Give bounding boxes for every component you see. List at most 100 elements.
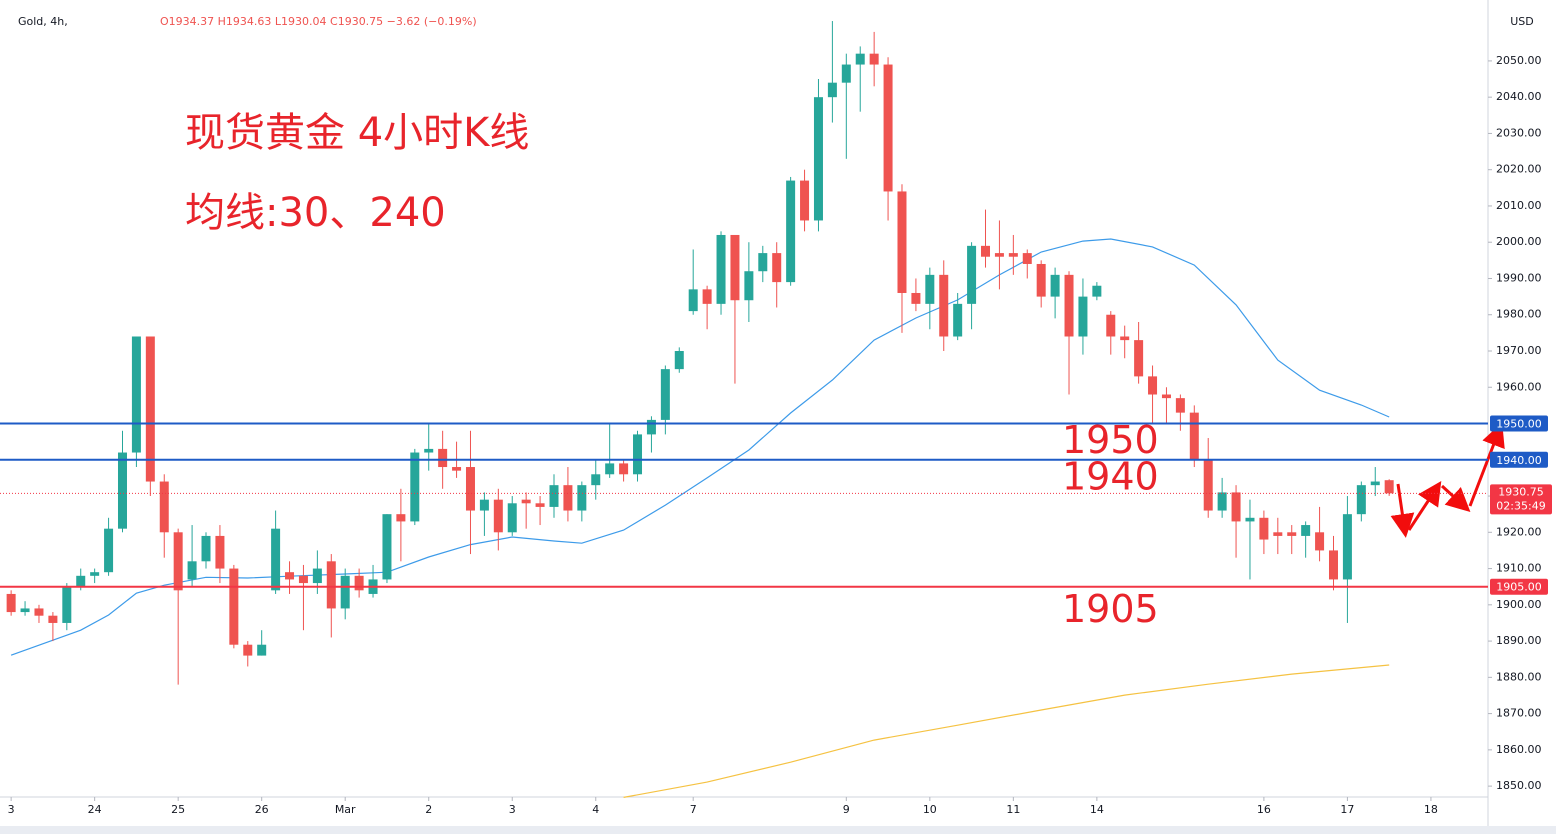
candle-body xyxy=(1245,517,1255,522)
candle-body xyxy=(1008,253,1018,257)
candle-body xyxy=(702,289,712,304)
candle-body xyxy=(535,503,545,507)
x-tick-label: 14 xyxy=(1090,803,1104,816)
candle-body xyxy=(1134,340,1144,377)
y-tick-label: 1850.00 xyxy=(1496,779,1542,792)
arrow xyxy=(1440,484,1471,513)
currency[interactable]: USD xyxy=(1510,15,1534,28)
candle-body xyxy=(1064,274,1074,337)
candle-body xyxy=(76,575,86,587)
candle-body xyxy=(1120,336,1130,341)
x-tick-label: 25 xyxy=(171,803,185,816)
candle-body xyxy=(354,575,364,591)
candle-body xyxy=(1231,492,1241,522)
y-tick-label: 1970.00 xyxy=(1496,344,1542,357)
y-tick-label: 1910.00 xyxy=(1496,562,1542,575)
moving-average xyxy=(623,664,1390,798)
x-tick-label: 24 xyxy=(88,803,102,816)
y-tick-label: 1890.00 xyxy=(1496,634,1542,647)
candle-body xyxy=(619,463,629,475)
candle-body xyxy=(1384,480,1394,494)
candle-body xyxy=(34,608,44,616)
candle-body xyxy=(827,82,837,98)
candle-body xyxy=(1315,532,1325,551)
candle-body xyxy=(1050,274,1060,297)
candle-body xyxy=(730,234,740,301)
price-badge xyxy=(1490,484,1552,515)
candle-body xyxy=(883,64,893,192)
y-tick-label: 2020.00 xyxy=(1496,163,1542,176)
candle-body xyxy=(605,463,615,475)
candle-body xyxy=(1370,481,1380,486)
candle-body xyxy=(967,245,977,304)
candle-body xyxy=(841,64,851,83)
candle-body xyxy=(1189,412,1199,460)
candle-body xyxy=(6,593,16,613)
x-tick-label: 10 xyxy=(923,803,937,816)
candle-body xyxy=(660,369,670,420)
candle-body xyxy=(1259,517,1269,540)
candle-body xyxy=(674,350,684,370)
candle-body xyxy=(438,448,448,468)
candle-body xyxy=(646,419,656,435)
y-tick-label: 2010.00 xyxy=(1496,199,1542,212)
candle-body xyxy=(465,467,475,511)
candle-body xyxy=(131,336,141,453)
candle-body xyxy=(897,191,907,293)
candle-body xyxy=(493,499,503,533)
candle-body xyxy=(187,561,197,580)
candle-body xyxy=(1356,485,1366,515)
candle-body xyxy=(507,503,517,533)
y-tick-label: 2050.00 xyxy=(1496,54,1542,67)
candle-body xyxy=(953,303,963,337)
y-tick-label: 1990.00 xyxy=(1496,271,1542,284)
y-tick-label: 1960.00 xyxy=(1496,380,1542,393)
y-tick-label: 1880.00 xyxy=(1496,670,1542,683)
level-annotation: 1905 xyxy=(1062,587,1159,631)
candle-body xyxy=(1161,394,1171,399)
candle-body xyxy=(326,561,336,609)
candle-body xyxy=(1022,253,1032,264)
x-tick-label: 3 xyxy=(8,803,15,816)
level-annotation: 1950 xyxy=(1062,418,1159,462)
countdown: 02:35:49 xyxy=(1496,499,1545,512)
candle-body xyxy=(1175,398,1185,413)
arrow xyxy=(1390,483,1415,538)
level-label: 1950.00 xyxy=(1496,418,1542,431)
chart-title: 现货黄金 4小时K线 xyxy=(185,110,529,156)
candle-body xyxy=(813,97,823,221)
candle-body xyxy=(229,568,239,645)
y-tick-label: 1900.00 xyxy=(1496,598,1542,611)
candle-body xyxy=(271,528,281,591)
candle-body xyxy=(1078,296,1088,337)
candle-body xyxy=(90,572,100,576)
candle-body xyxy=(243,644,253,656)
candle-body xyxy=(1287,532,1297,536)
candle-body xyxy=(577,485,587,511)
x-tick-label: 18 xyxy=(1424,803,1438,816)
bottom-strip xyxy=(0,826,1556,834)
candle-body xyxy=(298,575,308,584)
candle-body xyxy=(521,499,531,504)
level-label: 1905.00 xyxy=(1496,581,1542,594)
x-tick-label: 26 xyxy=(255,803,269,816)
candle-body xyxy=(215,535,225,569)
candle-body xyxy=(1217,492,1227,511)
candle-body xyxy=(800,180,810,221)
x-tick-label: 4 xyxy=(592,803,599,816)
candle-body xyxy=(786,180,796,283)
candle-body xyxy=(1328,550,1338,580)
candle-body xyxy=(410,452,420,522)
candle-body xyxy=(452,467,462,471)
candle-body xyxy=(1148,376,1158,395)
candle-body xyxy=(312,568,322,584)
candle-body xyxy=(1106,314,1116,337)
candle-body xyxy=(981,245,991,257)
y-tick-label: 1920.00 xyxy=(1496,525,1542,538)
x-tick-label: 7 xyxy=(690,803,697,816)
level-badge xyxy=(1490,578,1548,595)
level-badge xyxy=(1490,415,1548,432)
candle-body xyxy=(1342,514,1352,580)
candle-body xyxy=(911,292,921,304)
